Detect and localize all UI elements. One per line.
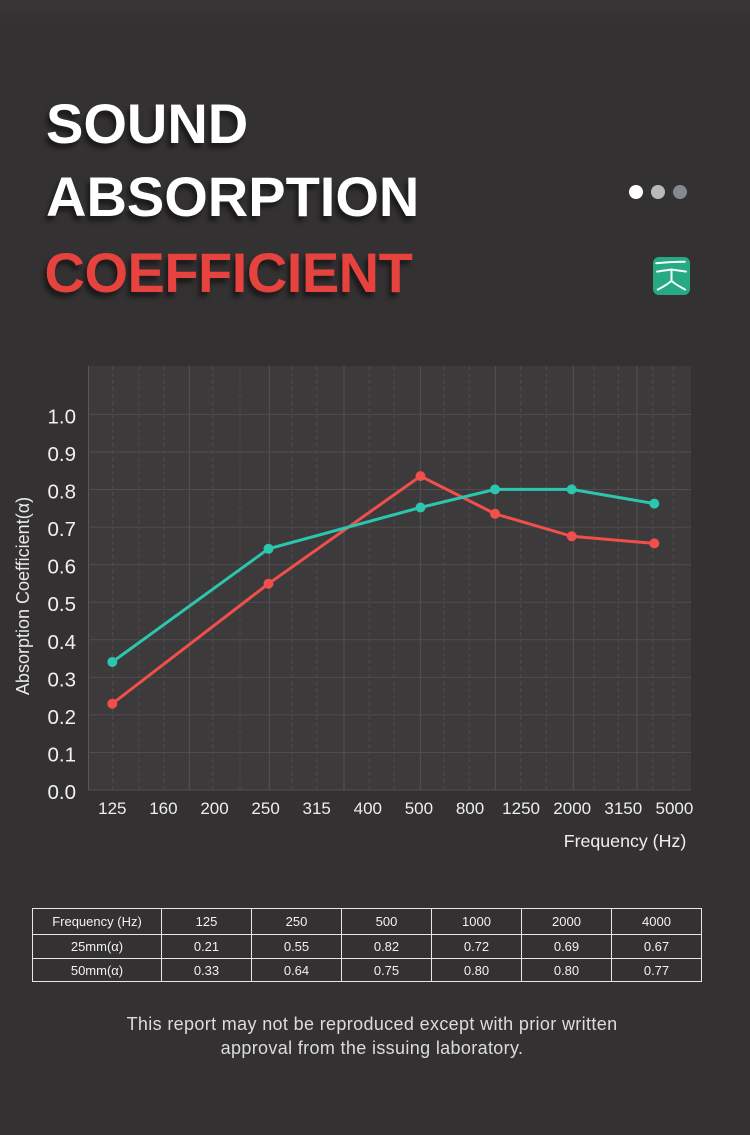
svg-text:0.8: 0.8 bbox=[48, 481, 77, 504]
svg-text:0.9: 0.9 bbox=[48, 443, 77, 466]
svg-text:0.5: 0.5 bbox=[48, 593, 77, 616]
svg-text:250: 250 bbox=[251, 799, 279, 818]
svg-text:2000: 2000 bbox=[553, 799, 591, 818]
svg-text:1250: 1250 bbox=[502, 799, 540, 818]
svg-text:500: 500 bbox=[405, 799, 433, 818]
svg-text:0.1: 0.1 bbox=[48, 743, 77, 766]
svg-text:125: 125 bbox=[98, 799, 126, 818]
svg-text:800: 800 bbox=[456, 799, 484, 818]
svg-text:Frequency (Hz): Frequency (Hz) bbox=[564, 831, 687, 851]
svg-text:0.2: 0.2 bbox=[48, 706, 77, 729]
svg-text:5000: 5000 bbox=[655, 799, 693, 818]
svg-text:200: 200 bbox=[200, 799, 228, 818]
svg-text:315: 315 bbox=[303, 799, 331, 818]
svg-text:160: 160 bbox=[149, 799, 177, 818]
svg-text:0.3: 0.3 bbox=[48, 668, 77, 691]
svg-text:0.0: 0.0 bbox=[48, 781, 77, 804]
svg-text:Absorption Coefficient(α): Absorption Coefficient(α) bbox=[13, 497, 33, 695]
svg-text:3150: 3150 bbox=[604, 799, 642, 818]
svg-text:0.6: 0.6 bbox=[48, 556, 77, 579]
svg-text:0.7: 0.7 bbox=[48, 518, 77, 541]
svg-text:1.0: 1.0 bbox=[48, 405, 77, 428]
svg-text:0.4: 0.4 bbox=[48, 631, 77, 654]
svg-text:400: 400 bbox=[354, 799, 382, 818]
